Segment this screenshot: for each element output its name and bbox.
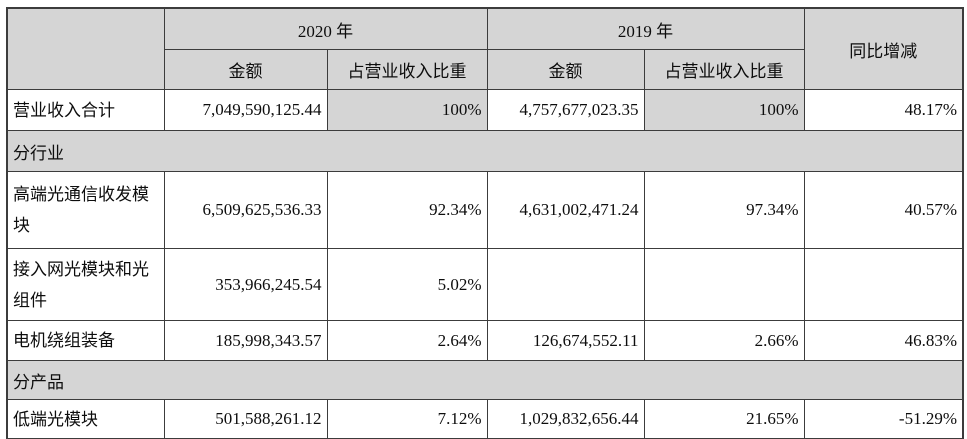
cell-yoy: -51.29%	[803, 399, 964, 439]
cell-yoy: 46.83%	[803, 320, 964, 361]
header-row-years: 2020 年 2019 年 同比增减	[6, 7, 964, 90]
header-row-measures: 金额 占营业收入比重 金额 占营业收入比重	[7, 49, 963, 90]
section-label: 分行业	[6, 130, 964, 172]
row-label: 电机绕组装备	[6, 320, 165, 361]
cell-ratio-2020: 7.12%	[326, 399, 488, 439]
cell-ratio-2019: 21.65%	[643, 399, 805, 439]
cell-amount-2019: 4,631,002,471.24	[486, 171, 645, 249]
cell-amount-2019: 126,674,552.11	[486, 320, 645, 361]
cell-ratio-2020: 92.34%	[326, 171, 488, 249]
table-row: 电机绕组装备 185,998,343.57 2.64% 126,674,552.…	[6, 320, 964, 361]
table-row: 低端光模块 501,588,261.12 7.12% 1,029,832,656…	[6, 399, 964, 439]
cell-yoy	[803, 248, 964, 321]
header-amount-2019: 金额	[486, 49, 645, 90]
header-ratio-2019: 占营业收入比重	[643, 49, 805, 90]
cell-ratio-2020: 2.64%	[326, 320, 488, 361]
corner-cell	[6, 7, 165, 90]
cell-amount-2020: 185,998,343.57	[163, 320, 328, 361]
cell-ratio-2020: 5.02%	[326, 248, 488, 321]
cell-yoy: 40.57%	[803, 171, 964, 249]
cell-amount-2020: 7,049,590,125.44	[163, 89, 328, 131]
row-label: 接入网光模块和光组件	[6, 248, 165, 321]
section-row: 分行业	[6, 130, 964, 172]
table-row: 接入网光模块和光组件 353,966,245.54 5.02%	[6, 248, 964, 321]
header-ratio-2020: 占营业收入比重	[326, 49, 488, 90]
cell-amount-2020: 6,509,625,536.33	[163, 171, 328, 249]
header-amount-2020: 金额	[163, 49, 328, 90]
cell-amount-2019: 1,029,832,656.44	[486, 399, 645, 439]
cell-yoy: 48.17%	[803, 89, 964, 131]
cell-amount-2020: 501,588,261.12	[163, 399, 328, 439]
cell-amount-2019	[486, 248, 645, 321]
financial-table: 2020 年 2019 年 同比增减 金额 占营业收入比重 金额 占营业收入比重…	[6, 7, 964, 439]
cell-ratio-2019: 97.34%	[643, 171, 805, 249]
table-row: 营业收入合计 7,049,590,125.44 100% 4,757,677,0…	[6, 89, 964, 131]
cell-ratio-2019: 100%	[643, 89, 805, 131]
cell-ratio-2019	[643, 248, 805, 321]
header-year-2019: 2019 年	[486, 7, 805, 50]
section-label: 分产品	[6, 360, 964, 400]
row-label: 营业收入合计	[6, 89, 165, 131]
cell-amount-2020: 353,966,245.54	[163, 248, 328, 321]
table-row: 高端光通信收发模块 6,509,625,536.33 92.34% 4,631,…	[6, 171, 964, 249]
section-row: 分产品	[6, 360, 964, 400]
cell-amount-2019: 4,757,677,023.35	[486, 89, 645, 131]
cell-ratio-2020: 100%	[326, 89, 488, 131]
cell-ratio-2019: 2.66%	[643, 320, 805, 361]
row-label: 高端光通信收发模块	[6, 171, 165, 249]
header-year-2020: 2020 年	[163, 7, 488, 50]
row-label: 低端光模块	[6, 399, 165, 439]
header-yoy: 同比增减	[803, 7, 964, 90]
